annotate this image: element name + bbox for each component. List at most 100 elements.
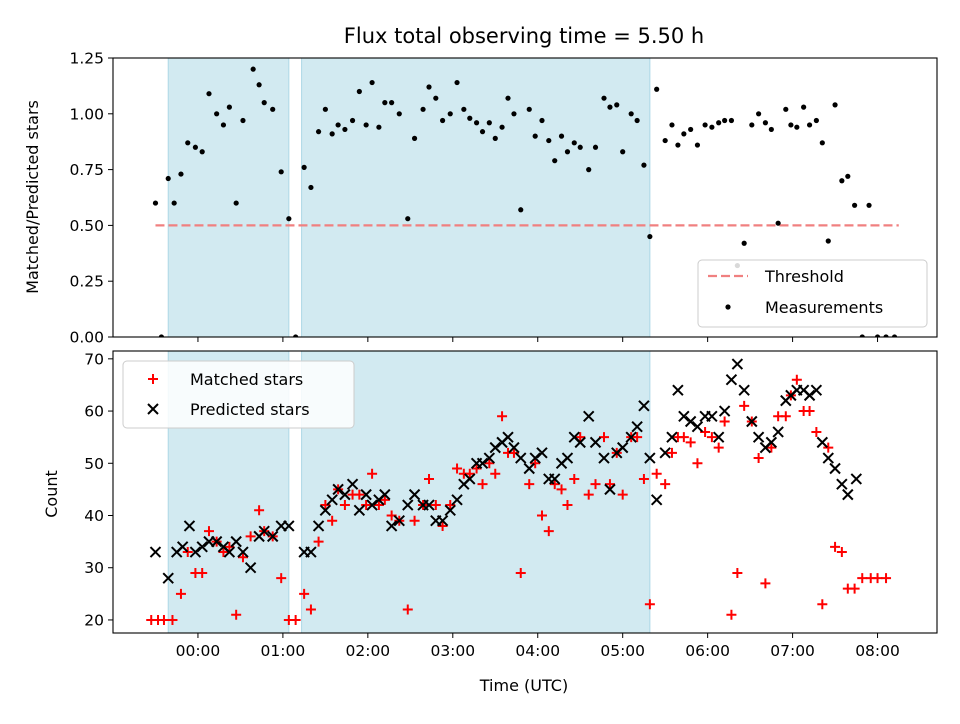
measurement-point: [199, 149, 205, 155]
matched-star-marker: [254, 505, 265, 516]
predicted-star-marker: [810, 384, 823, 396]
matched-star-marker: [719, 416, 730, 427]
predicted-star-marker: [266, 530, 279, 543]
predicted-star-marker: [625, 431, 637, 443]
measurement-point: [256, 82, 262, 88]
matched-star-marker: [678, 432, 689, 443]
matched-star-marker: [203, 526, 214, 537]
measurement-point: [405, 216, 411, 222]
predicted-star-marker: [803, 389, 816, 402]
predicted-star-marker: [746, 415, 758, 428]
measurement-point: [813, 117, 819, 124]
y-tick-label: 0.75: [69, 161, 104, 179]
x-tick-label: 01:00: [261, 642, 306, 660]
matched-star-marker: [732, 567, 743, 578]
matched-star-marker: [320, 500, 331, 511]
matched-star-marker: [817, 599, 828, 610]
matched-star-marker: [857, 573, 868, 584]
measurement-point: [293, 334, 299, 337]
predicted-star-marker: [408, 488, 421, 501]
predicted-star-marker: [616, 441, 629, 454]
matched-star-marker: [497, 411, 508, 422]
predicted-star-marker: [244, 562, 257, 574]
measurement-point: [322, 106, 328, 112]
matched-star-marker: [692, 458, 703, 469]
measurement-point: [526, 106, 532, 112]
measurement-point: [601, 95, 607, 101]
predicted-star-marker: [772, 426, 784, 438]
x-tick-label: 02:00: [346, 642, 391, 660]
top-y-axis-label: Matched/Predicted stars: [23, 100, 42, 294]
measurement-point: [859, 334, 865, 337]
matched-star-marker: [849, 583, 860, 594]
legend-matched-swatch: [148, 374, 158, 384]
measurement-point: [286, 216, 292, 222]
predicted-star-marker: [176, 541, 189, 553]
matched-star-marker: [536, 510, 547, 521]
measurement-point: [369, 79, 375, 86]
predicted-star-marker: [738, 384, 750, 396]
matched-star-marker: [590, 479, 601, 490]
measurement-point: [505, 95, 511, 101]
y-tick-label: 30: [84, 559, 104, 577]
measurement-point: [278, 169, 284, 175]
measurement-point: [586, 167, 592, 173]
matched-star-marker: [361, 500, 372, 511]
predicted-star-marker: [718, 405, 731, 417]
predicted-star-marker: [515, 452, 527, 464]
plot-area-1: [146, 351, 892, 633]
measurement-point: [192, 144, 198, 150]
x-tick-label: 05:00: [600, 642, 645, 660]
matched-star-marker: [290, 614, 301, 625]
matched-star-marker: [354, 489, 365, 500]
measurement-point: [158, 334, 165, 337]
measurement-point: [261, 100, 267, 106]
matched-star-marker: [753, 453, 764, 464]
measurement-point: [749, 122, 755, 128]
y-tick-label: 60: [84, 403, 104, 421]
predicted-star-marker: [326, 494, 338, 506]
matched-star-marker: [780, 411, 791, 422]
matched-star-marker: [530, 458, 541, 469]
measurement-point: [486, 120, 492, 126]
observing-interval-band: [301, 58, 651, 337]
measurement-point: [389, 100, 395, 106]
matched-star-marker: [409, 515, 420, 526]
measurement-point: [479, 129, 486, 135]
measurement-point: [558, 133, 565, 139]
matched-star-marker: [515, 567, 526, 578]
matched-star-marker: [791, 374, 802, 385]
measurement-point: [152, 200, 159, 206]
predicted-star-marker: [604, 483, 616, 496]
predicted-star-marker: [508, 441, 520, 454]
measurement-point: [628, 111, 634, 117]
matched-star-marker: [543, 526, 554, 537]
measurement-point: [376, 124, 382, 130]
measurement-point: [356, 88, 362, 95]
matched-star-marker: [556, 484, 567, 495]
predicted-star-marker: [332, 483, 344, 496]
y-tick-label: 20: [84, 611, 104, 629]
predicted-star-marker: [829, 462, 841, 475]
measurement-point: [768, 126, 774, 133]
legend-measurement-label: Measurements: [765, 298, 883, 317]
matched-star-marker: [599, 432, 610, 443]
matched-star-marker: [484, 458, 495, 469]
measurement-point: [511, 111, 517, 117]
matched-star-marker: [245, 531, 256, 542]
predicted-star-marker: [589, 436, 602, 449]
matched-star-marker: [604, 479, 615, 490]
matched-star-marker: [666, 447, 677, 458]
x-tick-label: 03:00: [430, 642, 475, 660]
matched-star-marker: [477, 479, 488, 490]
matched-star-marker: [430, 500, 441, 511]
predicted-star-marker: [598, 452, 610, 464]
measurement-point: [426, 84, 432, 90]
measurement-point: [891, 334, 898, 337]
measurement-point: [185, 140, 191, 146]
measurement-point: [233, 200, 239, 206]
matched-star-marker: [367, 468, 378, 479]
measurement-point: [396, 111, 402, 117]
measurement-point: [420, 106, 426, 112]
measurement-point: [178, 171, 184, 177]
